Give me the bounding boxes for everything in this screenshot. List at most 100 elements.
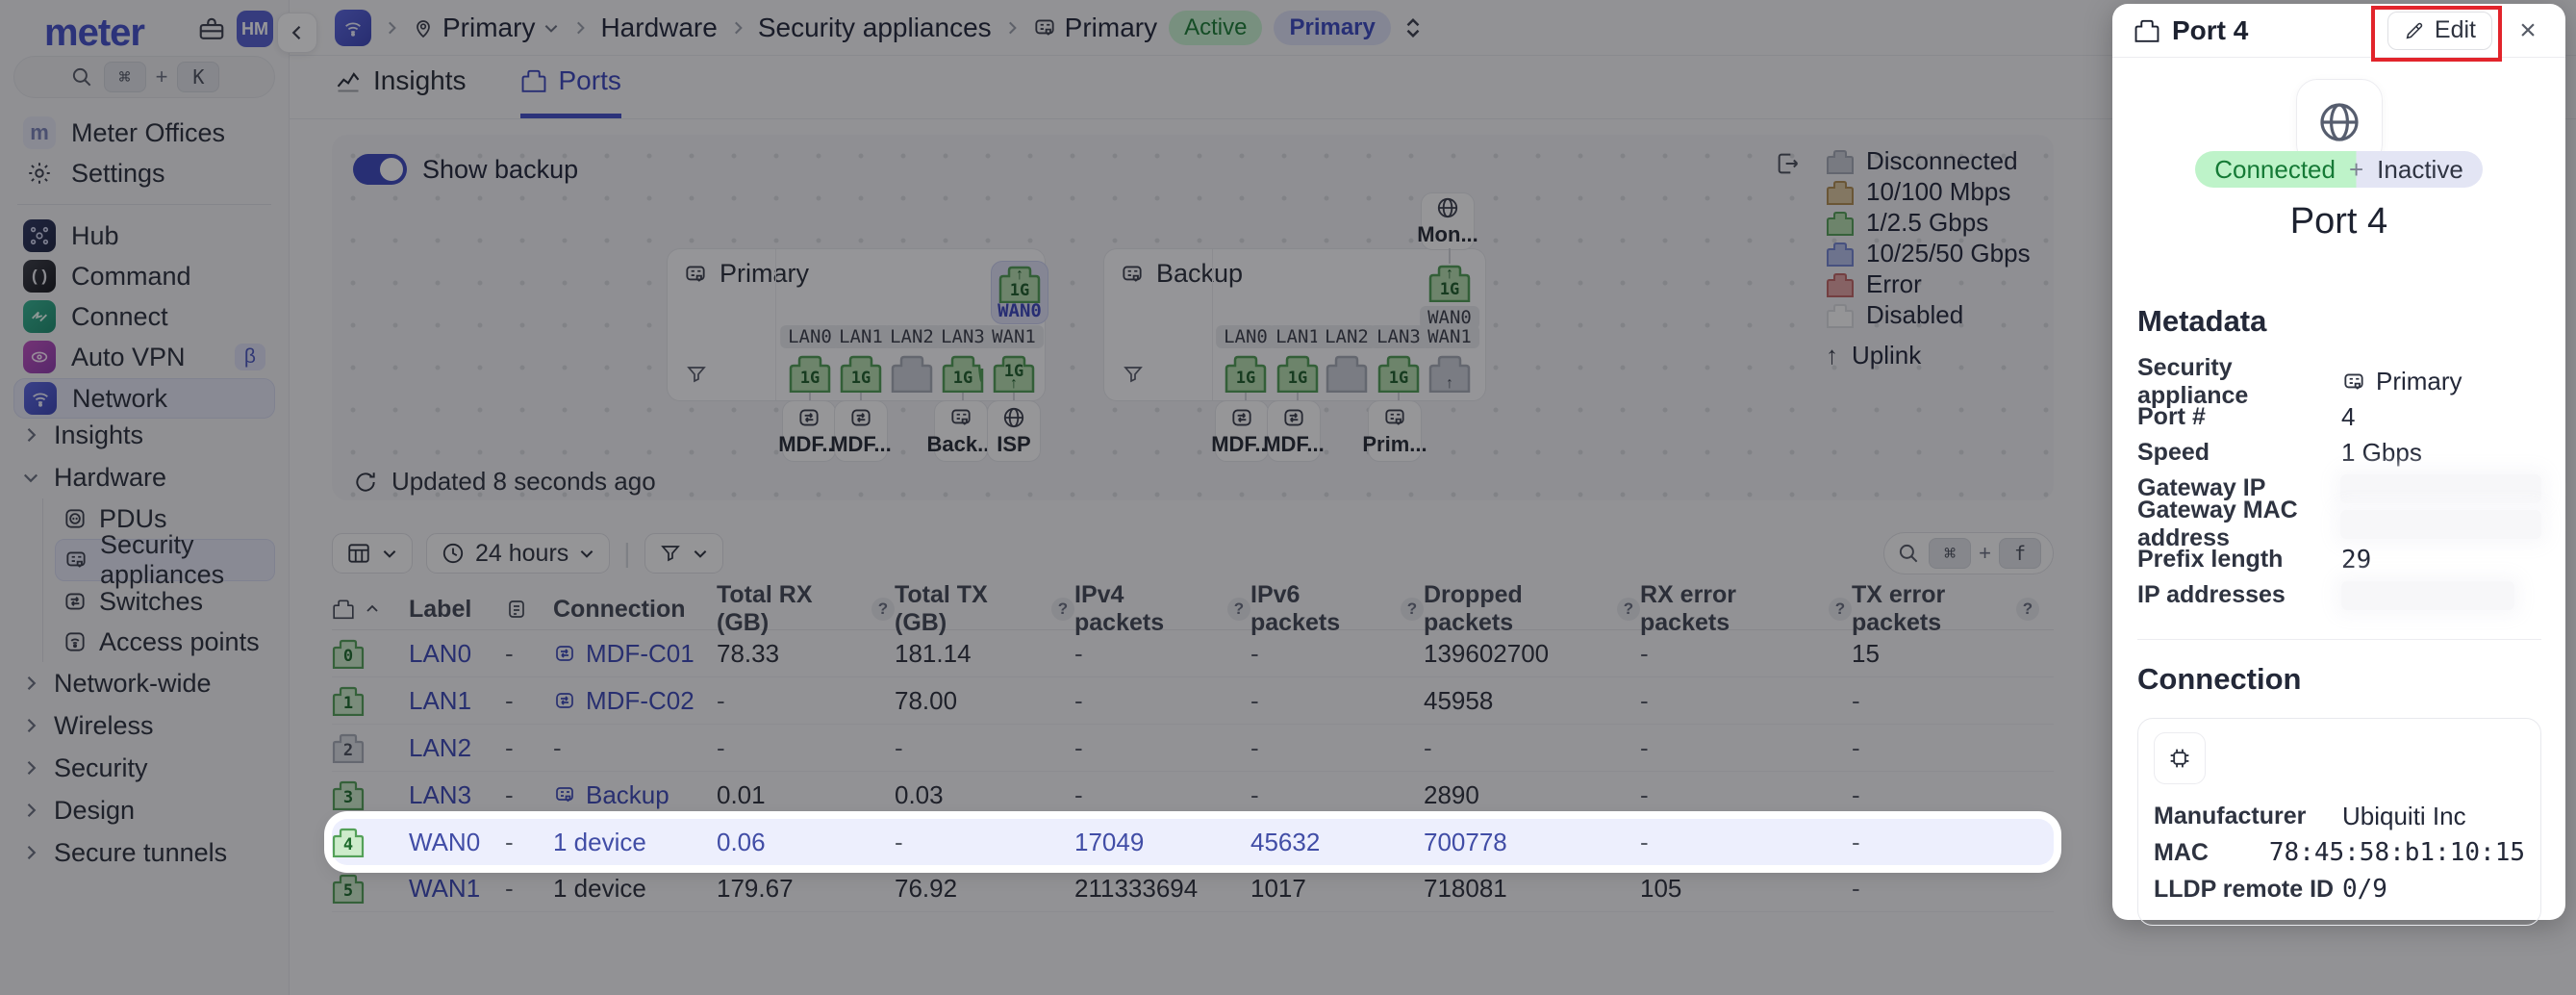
tree-item-security-appliances[interactable]: Security appliances [55, 530, 275, 589]
device-tile-mdf-c02[interactable]: MDF... [830, 400, 892, 462]
primary-port-lan2[interactable] [891, 354, 933, 393]
header-tx-error[interactable]: TX error packets? [1852, 581, 2039, 637]
device-tile-backup[interactable]: Back... [927, 400, 995, 462]
rx-value: 179.67 [717, 873, 794, 903]
header-ipv6-text: IPv6 packets [1250, 581, 1341, 636]
tree-item-wireless[interactable]: Wireless [13, 704, 275, 747]
tree-item-hardware[interactable]: Hardware [13, 456, 275, 498]
primary-card-name: Primary [720, 259, 809, 288]
port-link[interactable]: LAN3 [409, 779, 472, 809]
primary-port-lan0[interactable]: 1G [789, 354, 831, 393]
sidebar-item-autovpn[interactable]: Auto VPN β [13, 338, 275, 376]
device-tile-mdf-1[interactable]: MDF... [1211, 400, 1273, 462]
backup-port-wan1[interactable]: ↑ [1428, 354, 1471, 393]
refresh-icon[interactable] [353, 470, 378, 495]
tree-item-design[interactable]: Design [13, 789, 275, 831]
select-updown-icon[interactable] [1402, 17, 1424, 38]
header-rx-error[interactable]: RX error packets? [1640, 581, 1852, 637]
backup-port-wan0[interactable]: ↑ 1G [1428, 264, 1471, 302]
backup-port-lan0[interactable]: 1G [1225, 354, 1267, 393]
tree-item-insights[interactable]: Insights [13, 414, 275, 456]
header-dropped[interactable]: Dropped packets? [1424, 581, 1640, 637]
tree-item-network-wide[interactable]: Network-wide [13, 662, 275, 704]
device-tile-monitor[interactable]: Mon... [1417, 192, 1478, 250]
help-icon[interactable]: ? [1617, 598, 1640, 621]
sidebar-item-connect[interactable]: Connect [13, 297, 275, 336]
toolbox-icon[interactable] [197, 15, 226, 49]
help-icon[interactable]: ? [1401, 598, 1424, 621]
connection-link[interactable]: MDF-C02 [586, 685, 695, 715]
sidebar-item-hub[interactable]: Hub [13, 217, 275, 255]
port-link[interactable]: WAN1 [409, 873, 481, 903]
backup-port-lan1[interactable]: 1G [1276, 354, 1319, 393]
breadcrumb-network[interactable]: Primary [412, 13, 560, 43]
primary-port-wan0-selected[interactable]: ↑ 1G WAN0 [991, 261, 1048, 324]
table-row-lan1[interactable]: 1 LAN1 - MDF-C02 - 78.00 - - 45958 - - [332, 677, 2054, 725]
header-note[interactable] [505, 598, 553, 621]
edit-button[interactable]: Edit [2387, 11, 2492, 50]
filter-icon[interactable] [1122, 363, 1145, 391]
breadcrumb-security-appliances[interactable]: Security appliances [757, 12, 992, 42]
header-label[interactable]: Label [409, 596, 505, 624]
help-icon[interactable]: ? [1051, 598, 1074, 621]
tab-insights[interactable]: Insights [335, 65, 467, 118]
columns-button[interactable] [332, 533, 413, 574]
connection-link[interactable]: Backup [586, 779, 669, 809]
export-icon[interactable] [1775, 150, 1802, 182]
filter-button[interactable] [644, 533, 723, 574]
breadcrumb-hardware[interactable]: Hardware [600, 12, 718, 42]
header-ipv6[interactable]: IPv6 packets? [1250, 581, 1424, 637]
device-tile-isp[interactable]: ISP [987, 400, 1041, 462]
tree-item-pdus[interactable]: PDUs [55, 498, 275, 539]
table-row-lan3[interactable]: 3 LAN3 - Backup 0.01 0.03 - - 2890 - - [332, 772, 2054, 819]
header-tx-error-text: TX error packets [1852, 581, 1946, 636]
table-row-wan1[interactable]: 5 WAN1 - 1 device 179.67 76.92 211333694… [332, 865, 2054, 912]
show-backup-toggle[interactable] [353, 154, 407, 185]
tree-item-security[interactable]: Security [13, 747, 275, 789]
primary-port-lan1[interactable]: 1G [840, 354, 882, 393]
row-value[interactable]: Primary [2341, 367, 2462, 396]
time-range-button[interactable]: 24 hours [426, 533, 611, 574]
avatar[interactable]: HM [237, 11, 273, 47]
sidebar-collapse-button[interactable] [277, 13, 317, 53]
header-port[interactable] [332, 598, 409, 621]
port-link[interactable]: WAN0 [409, 827, 481, 856]
tree-item-secure-tunnels[interactable]: Secure tunnels [13, 831, 275, 874]
port-link[interactable]: LAN1 [409, 685, 472, 715]
network-tile-icon[interactable] [335, 9, 371, 46]
help-icon[interactable]: ? [871, 598, 895, 621]
primary-port-lan3[interactable]: 1G [942, 354, 984, 393]
table-row-lan0[interactable]: 0 LAN0 - MDF-C01 78.33 181.14 - - 139602… [332, 630, 2054, 677]
header-total-rx[interactable]: Total RX (GB)? [717, 581, 895, 637]
port-link[interactable]: LAN0 [409, 638, 472, 668]
device-tile-primary[interactable]: Prim... [1362, 400, 1427, 462]
search-input[interactable]: ⌘ + K [13, 56, 275, 98]
port-link[interactable]: LAN2 [409, 732, 472, 762]
primary-port-wan1[interactable]: 1G ↑ [993, 354, 1035, 393]
connection-link[interactable]: MDF-C01 [586, 638, 695, 668]
table-search-button[interactable]: ⌘ + f [1883, 532, 2054, 574]
backup-port-lan3[interactable]: 1G [1377, 354, 1420, 393]
tree-item-switches[interactable]: Switches [55, 581, 275, 622]
device-tile-mdf-2[interactable]: MDF... [1263, 400, 1325, 462]
sidebar-item-settings[interactable]: Settings [13, 154, 275, 192]
header-total-tx[interactable]: Total TX (GB)? [895, 581, 1074, 637]
help-icon[interactable]: ? [1227, 598, 1250, 621]
help-icon[interactable]: ? [1829, 598, 1852, 621]
header-connection[interactable]: Connection [553, 596, 717, 624]
sidebar-item-network[interactable]: Network [13, 378, 275, 419]
table-row-lan2[interactable]: 2 LAN2 - - - - - - - - - [332, 725, 2054, 772]
security-appliance-icon [63, 548, 88, 573]
table-row-wan0-highlighted[interactable]: 4 WAN0 - 1 device 0.06 - 17049 45632 700… [332, 819, 2054, 865]
tree-item-access-points[interactable]: Access points [55, 622, 275, 662]
sidebar-item-workspace[interactable]: m Meter Offices [13, 114, 275, 152]
help-icon[interactable]: ? [2016, 598, 2039, 621]
backup-port-lan2[interactable] [1326, 354, 1368, 393]
tab-ports[interactable]: Ports [519, 65, 621, 118]
sidebar-item-command[interactable]: ( ) Command [13, 257, 275, 295]
header-ipv4[interactable]: IPv4 packets? [1074, 581, 1250, 637]
close-icon[interactable]: × [2519, 13, 2537, 46]
breadcrumb-device[interactable]: Primary [1032, 13, 1157, 43]
filter-icon[interactable] [685, 363, 708, 391]
device-tile-mdf-c01[interactable]: MDF... [778, 400, 840, 462]
